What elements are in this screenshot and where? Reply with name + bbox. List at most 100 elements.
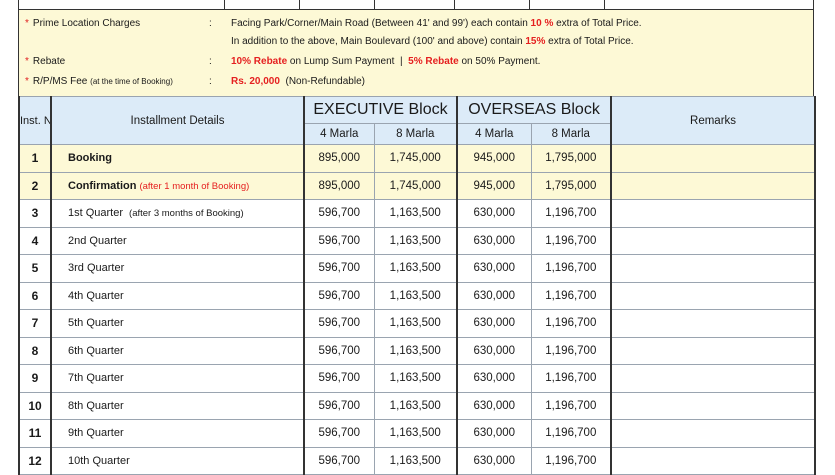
exec-4-marla-cell: 895,000 bbox=[303, 171, 375, 200]
exec-4-marla-cell: 895,000 bbox=[303, 144, 375, 173]
inst-no-cell: 5 bbox=[18, 254, 52, 283]
exec-8-marla-cell: 1,163,500 bbox=[373, 336, 458, 365]
inst-no-cell: 10 bbox=[18, 391, 52, 420]
remarks-cell bbox=[610, 226, 816, 255]
details-cell: 9th Quarter bbox=[50, 419, 305, 448]
exec-8-marla-cell: 1,163,500 bbox=[373, 254, 458, 283]
remarks-cell bbox=[610, 336, 816, 365]
table-row: 2 Confirmation (after 1 month of Booking) 8… bbox=[18, 171, 816, 200]
remarks-cell bbox=[610, 391, 816, 420]
overseas-4-marla-cell: 630,000 bbox=[456, 309, 532, 338]
overseas-4-marla-cell: 945,000 bbox=[456, 171, 532, 200]
note-red-text: 5% Rebate bbox=[408, 56, 459, 67]
overseas-8-marla-cell: 1,196,700 bbox=[530, 391, 612, 420]
inst-no-cell: 8 bbox=[18, 336, 52, 365]
details-cell: 10th Quarter bbox=[50, 446, 305, 475]
installment-note: (after 1 month of Booking) bbox=[139, 180, 250, 192]
header-remarks: Remarks bbox=[610, 96, 816, 145]
overseas-8-marla-cell: 1,795,000 bbox=[530, 144, 612, 173]
installment-label: 5th Quarter bbox=[68, 317, 124, 330]
exec-4-marla-cell: 596,700 bbox=[303, 226, 375, 255]
table-row: 9 7th Quarter 596,700 1,163,500 630,000 1,196… bbox=[18, 364, 816, 393]
header-overseas-4-marla: 4 Marla bbox=[456, 123, 532, 145]
remarks-cell bbox=[610, 309, 816, 338]
installment-note: (after 3 months of Booking) bbox=[129, 208, 244, 220]
table-row: 12 10th Quarter 596,700 1,163,500 630,000 1,1… bbox=[18, 446, 816, 475]
inst-no-cell: 11 bbox=[18, 419, 52, 448]
table-row: 4 2nd Quarter 596,700 1,163,500 630,000 1,196… bbox=[18, 226, 816, 255]
exec-4-marla-cell: 596,700 bbox=[303, 309, 375, 338]
installment-label: 3rd Quarter bbox=[68, 262, 125, 275]
overseas-8-marla-cell: 1,196,700 bbox=[530, 419, 612, 448]
table-row: 8 6th Quarter 596,700 1,163,500 630,000 1,196… bbox=[18, 336, 816, 365]
note-text: Facing Park/Corner/Main Road (Between 41… bbox=[231, 18, 531, 29]
exec-8-marla-cell: 1,163,500 bbox=[373, 391, 458, 420]
top-strip bbox=[18, 0, 814, 10]
exec-8-marla-cell: 1,163,500 bbox=[373, 446, 458, 475]
details-cell: Confirmation (after 1 month of Booking) bbox=[50, 171, 305, 200]
overseas-4-marla-cell: 630,000 bbox=[456, 199, 532, 228]
note-text: extra of Total Price. bbox=[553, 18, 642, 29]
exec-4-marla-cell: 596,700 bbox=[303, 254, 375, 283]
overseas-4-marla-cell: 630,000 bbox=[456, 446, 532, 475]
inst-no-cell: 4 bbox=[18, 226, 52, 255]
remarks-cell bbox=[610, 144, 816, 173]
table-row: 5 3rd Quarter 596,700 1,163,500 630,000 1,196… bbox=[18, 254, 816, 283]
note-text: on Lump Sum Payment | bbox=[287, 56, 409, 67]
note-main-boulevard: In addition to the above, Main Boulevard… bbox=[25, 34, 807, 50]
header-installment-details: Installment Details bbox=[50, 96, 305, 145]
exec-4-marla-cell: 596,700 bbox=[303, 336, 375, 365]
header-exec-4-marla: 4 Marla bbox=[303, 123, 375, 145]
installment-label: 8th Quarter bbox=[68, 399, 124, 412]
header-exec-8-marla: 8 Marla bbox=[373, 123, 458, 145]
table-row: 10 8th Quarter 596,700 1,163,500 630,000 1,19… bbox=[18, 391, 816, 420]
overseas-8-marla-cell: 1,196,700 bbox=[530, 336, 612, 365]
inst-no-cell: 7 bbox=[18, 309, 52, 338]
header-overseas-8-marla: 8 Marla bbox=[530, 123, 612, 145]
exec-4-marla-cell: 596,700 bbox=[303, 199, 375, 228]
details-cell: 2nd Quarter bbox=[50, 226, 305, 255]
installment-label: Confirmation bbox=[68, 179, 137, 192]
details-cell: 5th Quarter bbox=[50, 309, 305, 338]
overseas-8-marla-cell: 1,196,700 bbox=[530, 199, 612, 228]
note-text: on 50% Payment. bbox=[458, 56, 541, 67]
table-row: 11 9th Quarter 596,700 1,163,500 630,000 1,19… bbox=[18, 419, 816, 448]
note-label: Prime Location Charges bbox=[32, 18, 141, 29]
remarks-cell bbox=[610, 281, 816, 310]
exec-4-marla-cell: 596,700 bbox=[303, 391, 375, 420]
remarks-cell bbox=[610, 419, 816, 448]
note-label-detail: (at the time of Booking) bbox=[90, 77, 173, 86]
overseas-4-marla-cell: 630,000 bbox=[456, 336, 532, 365]
installment-label: 4th Quarter bbox=[68, 289, 124, 302]
details-cell: Booking bbox=[50, 144, 305, 173]
table-row: 6 4th Quarter 596,700 1,163,500 630,000 1,196… bbox=[18, 281, 816, 310]
remarks-cell bbox=[610, 199, 816, 228]
notes-panel: * Prime Location Charges : Facing Park/Co… bbox=[18, 10, 814, 96]
installment-table: Inst. No. Installment Details EXECUTIVE … bbox=[18, 96, 817, 475]
note-red-text: Rs. 20,000 bbox=[231, 76, 280, 87]
note-label: R/P/MS Fee bbox=[32, 76, 88, 87]
installment-label: 9th Quarter bbox=[68, 427, 124, 440]
installment-label: 7th Quarter bbox=[68, 372, 124, 385]
installment-label: 1st Quarter bbox=[68, 207, 124, 220]
inst-no-cell: 1 bbox=[18, 144, 52, 173]
bullet-icon: * bbox=[25, 76, 29, 87]
note-red-text: 10 % bbox=[530, 18, 554, 29]
exec-4-marla-cell: 596,700 bbox=[303, 419, 375, 448]
exec-4-marla-cell: 596,700 bbox=[303, 281, 375, 310]
note-text: (Non-Refundable) bbox=[279, 76, 365, 87]
note-label: Rebate bbox=[32, 56, 66, 67]
table-row: 7 5th Quarter 596,700 1,163,500 630,000 1,196… bbox=[18, 309, 816, 338]
overseas-8-marla-cell: 1,795,000 bbox=[530, 171, 612, 200]
overseas-4-marla-cell: 630,000 bbox=[456, 364, 532, 393]
exec-8-marla-cell: 1,745,000 bbox=[373, 171, 458, 200]
exec-8-marla-cell: 1,163,500 bbox=[373, 419, 458, 448]
exec-8-marla-cell: 1,163,500 bbox=[373, 364, 458, 393]
bullet-icon: * bbox=[25, 56, 29, 67]
overseas-8-marla-cell: 1,196,700 bbox=[530, 309, 612, 338]
remarks-cell bbox=[610, 254, 816, 283]
note-prime-location: * Prime Location Charges : Facing Park/Co… bbox=[25, 18, 642, 29]
installment-label: 6th Quarter bbox=[68, 344, 124, 357]
exec-8-marla-cell: 1,163,500 bbox=[373, 199, 458, 228]
overseas-4-marla-cell: 630,000 bbox=[456, 281, 532, 310]
